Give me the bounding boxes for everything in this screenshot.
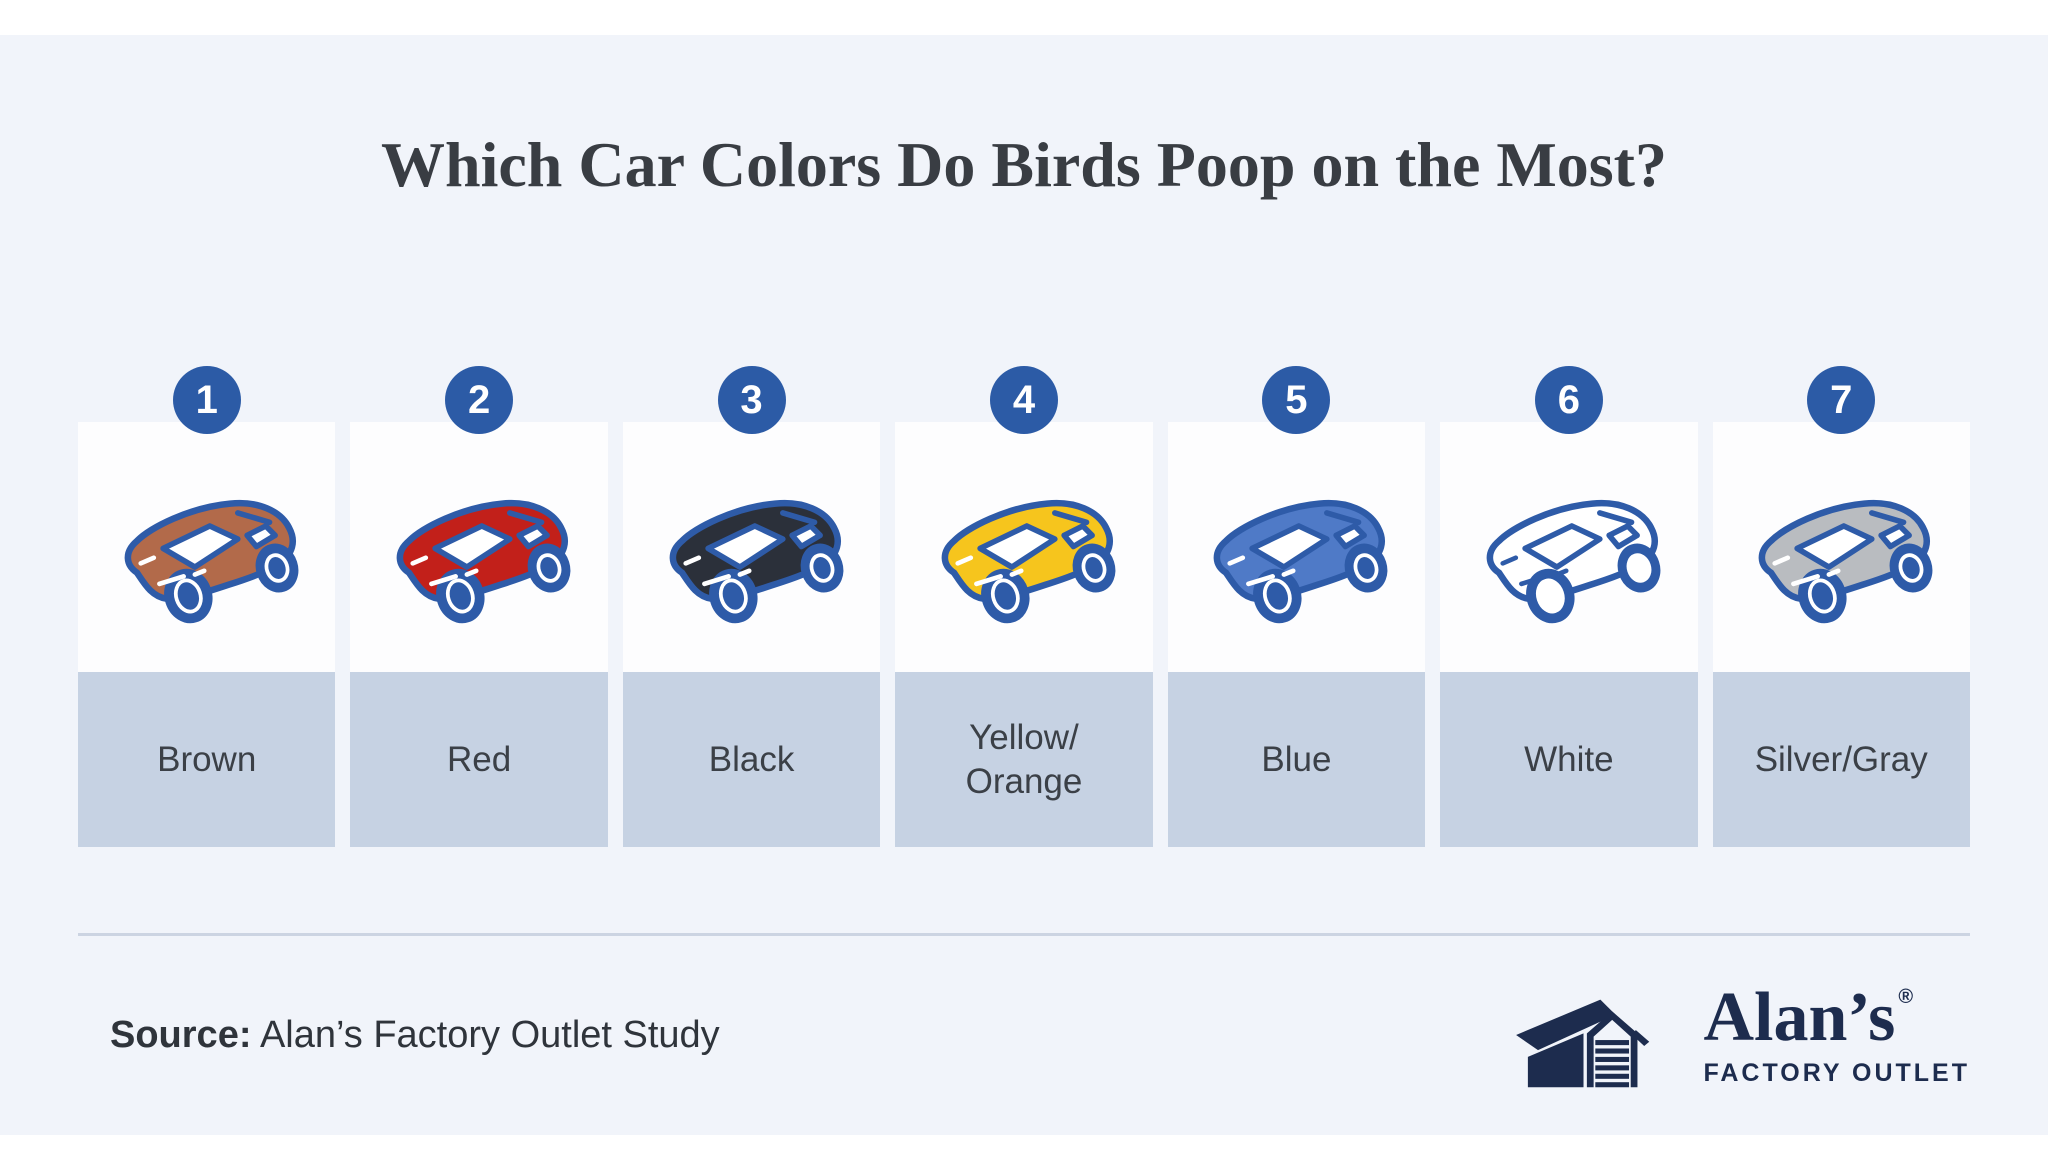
rank-number: 7 [1830,377,1853,422]
content-panel: Which Car Colors Do Birds Poop on the Mo… [0,35,2048,1135]
color-label-line: Black [708,739,795,779]
number-badge: 1 [172,366,241,435]
number-badge: 4 [989,366,1058,435]
car-icon [941,500,1116,624]
car-icon [1486,500,1661,624]
car-icon [1214,500,1388,624]
color-label: Red [350,672,608,848]
car-icon [669,500,843,624]
color-card-silver-gray: 7 [1712,366,1970,848]
color-label: White [1440,672,1698,848]
car-image-box [1712,422,1970,673]
rank-number: 2 [468,377,491,422]
rank-number: 6 [1557,377,1580,422]
logo-text: Alan’s ® FACTORY OUTLET [1703,978,1970,1088]
color-label-line: Brown [157,739,257,779]
car-icon [124,500,299,624]
color-card-blue: 5 [1167,366,1426,848]
car-image-box [1167,422,1426,673]
color-card-brown: 1 [78,366,336,848]
car-icon [1758,500,1933,624]
number-badge: 3 [717,366,786,435]
car-image-box [622,422,881,673]
rank-number: 3 [740,377,763,422]
source-prefix: Source: [110,1013,252,1056]
number-badge: 2 [445,366,514,435]
garage-icon [1511,976,1683,1094]
logo-subtext: FACTORY OUTLET [1703,1058,1970,1087]
car-image-box [895,422,1153,673]
logo-brand-word: Alan’s [1703,978,1896,1056]
color-label-line: Orange [965,761,1083,801]
car-icon [396,500,571,624]
color-label-line: White [1524,739,1614,779]
color-card-black: 3 [622,366,881,848]
car-image-box [78,422,336,673]
number-badge: 5 [1262,366,1331,435]
color-cards-row: 1 [78,366,1970,848]
color-card-red: 2 [350,366,608,848]
number-badge: 7 [1807,366,1876,435]
number-badge: 6 [1534,366,1603,435]
rank-number: 5 [1285,377,1308,422]
rank-number: 1 [195,377,218,422]
color-label-line: Red [447,739,512,779]
color-label: Yellow/ Orange [895,672,1153,848]
color-label-line: Silver/Gray [1754,739,1928,779]
color-card-white: 6 [1440,366,1698,848]
color-label: Brown [78,672,336,848]
page-title: Which Car Colors Do Birds Poop on the Mo… [381,129,1667,200]
footer: Source: Alan’s Factory Outlet Study [78,976,1970,1094]
color-label: Blue [1167,672,1426,848]
logo-brand: Alan’s ® [1703,978,1914,1056]
color-card-yellow-orange: 4 [895,366,1153,848]
source-text: Alan’s Factory Outlet Study [251,1013,720,1056]
rank-number: 4 [1012,377,1036,422]
color-label-line: Yellow/ [969,717,1079,757]
car-image-box [1440,422,1698,673]
divider [78,933,1970,937]
color-label-line: Blue [1261,739,1332,779]
brand-logo: Alan’s ® FACTORY OUTLET [1511,976,1970,1094]
source-line: Source: Alan’s Factory Outlet Study [110,1014,720,1057]
registered-mark: ® [1898,985,1914,1008]
car-image-box [350,422,608,673]
color-label: Black [622,672,881,848]
color-label: Silver/Gray [1712,672,1970,848]
